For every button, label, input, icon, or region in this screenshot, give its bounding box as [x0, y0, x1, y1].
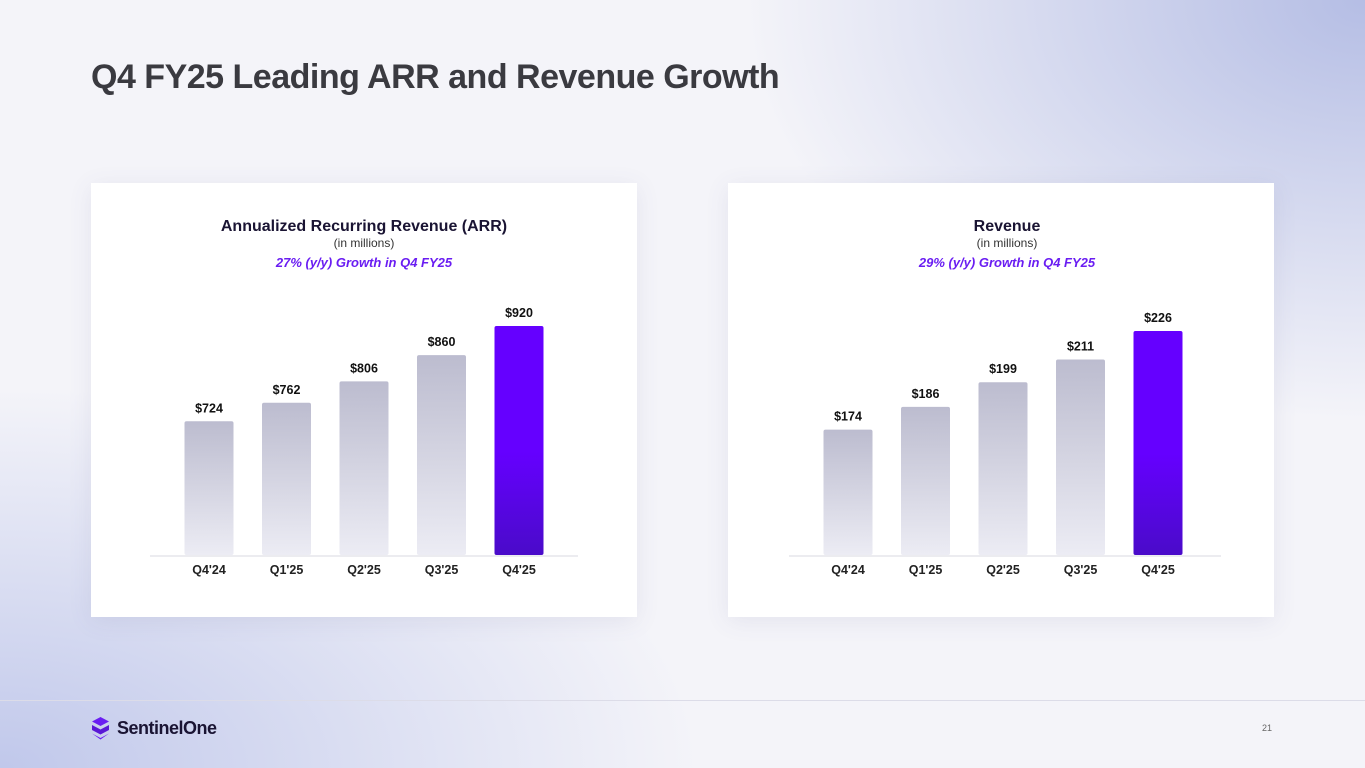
revenue-bar-1 [901, 406, 950, 555]
revenue-bar-3 [1056, 359, 1105, 555]
logo-text: SentinelOne [117, 717, 217, 738]
sentinelone-logo-icon [92, 717, 109, 740]
footer-divider [0, 700, 1365, 701]
revenue-bar-4 [1133, 331, 1183, 555]
arr-category-label-4: Q4'25 [502, 563, 536, 577]
arr-bar-3 [417, 355, 466, 555]
arr-value-label-0: $724 [195, 401, 223, 415]
revenue-value-label-3: $211 [1067, 339, 1094, 353]
revenue-chart: Revenue (in millions) 29% (y/y) Growth i… [789, 218, 1221, 577]
arr-chart-card: Annualized Recurring Revenue (ARR) (in m… [91, 183, 637, 617]
arr-value-label-1: $762 [273, 383, 301, 397]
arr-bar-4 [494, 326, 544, 555]
revenue-category-label-0: Q4'24 [831, 563, 865, 577]
arr-value-label-2: $806 [350, 361, 378, 375]
arr-bar-0 [184, 421, 234, 555]
revenue-value-label-4: $226 [1144, 311, 1172, 325]
arr-category-label-1: Q1'25 [270, 563, 304, 577]
revenue-category-label-2: Q2'25 [986, 563, 1020, 577]
arr-value-label-4: $920 [505, 306, 533, 320]
arr-bar-1 [262, 402, 311, 555]
arr-category-label-3: Q3'25 [425, 563, 459, 577]
arr-bar-2 [339, 381, 389, 555]
revenue-bar-2 [978, 382, 1028, 555]
sentinelone-logo: SentinelOne [90, 716, 217, 740]
page-number: 21 [1262, 723, 1273, 733]
revenue-chart-subtitle: (in millions) [977, 236, 1038, 250]
arr-category-label-2: Q2'25 [347, 563, 381, 577]
revenue-category-label-4: Q4'25 [1141, 563, 1175, 577]
revenue-chart-title: Revenue [974, 218, 1041, 235]
arr-growth-text: 27% (y/y) Growth in Q4 FY25 [275, 255, 453, 270]
arr-chart-subtitle: (in millions) [334, 236, 395, 250]
arr-chart-title: Annualized Recurring Revenue (ARR) [221, 218, 507, 235]
arr-chart: Annualized Recurring Revenue (ARR) (in m… [150, 218, 578, 577]
revenue-bar-0 [823, 429, 873, 555]
revenue-value-label-2: $199 [989, 362, 1017, 376]
revenue-category-label-3: Q3'25 [1064, 563, 1098, 577]
revenue-category-label-1: Q1'25 [909, 563, 943, 577]
revenue-growth-text: 29% (y/y) Growth in Q4 FY25 [918, 255, 1096, 270]
revenue-value-label-0: $174 [834, 410, 862, 424]
revenue-value-label-1: $186 [912, 387, 940, 401]
arr-category-label-0: Q4'24 [192, 563, 226, 577]
page-title: Q4 FY25 Leading ARR and Revenue Growth [91, 58, 780, 96]
arr-value-label-3: $860 [428, 335, 456, 349]
revenue-chart-card: Revenue (in millions) 29% (y/y) Growth i… [728, 183, 1274, 617]
